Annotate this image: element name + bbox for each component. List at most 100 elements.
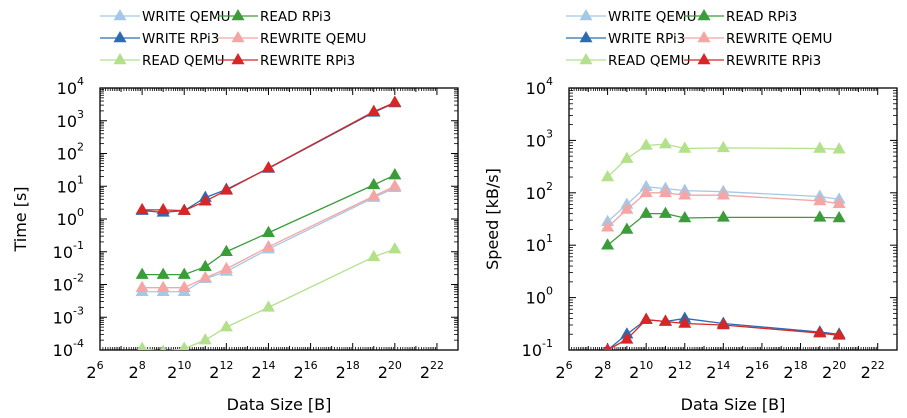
chart2-data-point: [832, 211, 846, 223]
chart1-data-point: [177, 267, 191, 279]
chart2-series-line: [607, 143, 840, 178]
chart1-series-area: [135, 95, 402, 350]
chart2-legend-marker: [697, 31, 711, 43]
chart2-y-tick-label: 101: [526, 232, 553, 255]
chart1-legend-label: WRITE QEMU: [142, 9, 230, 25]
chart1-legend-marker: [113, 9, 127, 21]
chart1-data-point: [160, 344, 167, 350]
chart2-series-line: [607, 213, 840, 246]
chart2-x-tick-label: 216: [745, 359, 769, 382]
chart2-data-point: [832, 328, 846, 340]
chart1-x-axis-label: Data Size [B]: [227, 395, 332, 414]
chart2-legend-marker: [579, 53, 593, 65]
chart2-x-tick-label: 220: [822, 359, 846, 382]
chart1-data-point: [219, 244, 233, 257]
chart2-data-point: [678, 141, 692, 153]
chart1-series-line: [142, 248, 396, 350]
chart2-legend-label: REWRITE QEMU: [726, 31, 832, 47]
chart1-data-point: [388, 95, 402, 107]
chart2-data-point: [601, 238, 615, 250]
chart1-legend-label: READ RPi3: [260, 9, 331, 25]
chart1-data-point: [177, 280, 191, 292]
chart1-data-point: [156, 267, 170, 279]
chart1-data-point: [198, 333, 212, 345]
chart1-data-point: [367, 249, 381, 262]
chart2-data-point: [620, 202, 634, 214]
chart2-legend-marker: [697, 9, 711, 21]
chart2-data-point: [601, 170, 615, 182]
chart1-data-point: [219, 320, 233, 332]
chart1-panel: 26 28 210 212 214 216 218 220 222 10-4 10-3 10-2 10-…: [11, 9, 459, 414]
chart1-data-point: [135, 280, 149, 292]
chart1-data-point: [367, 177, 381, 190]
chart1-data-point: [219, 183, 233, 195]
chart1-legend-label: READ QEMU: [142, 53, 225, 69]
chart2-x-axis-label: Data Size [B]: [681, 395, 786, 414]
chart2-data-point: [678, 316, 692, 328]
chart1-x-tick-label: 28: [129, 359, 146, 382]
chart1-data-point: [177, 203, 191, 215]
chart2-x-tick-label: 28: [594, 359, 611, 382]
chart1-data-point: [261, 239, 275, 252]
chart2-data-point: [620, 332, 634, 344]
chart1-y-tick-label: 10-2: [53, 272, 84, 295]
chart2-data-point: [716, 318, 730, 330]
chart2-legend-label: WRITE QEMU: [608, 9, 696, 25]
chart2-series-line: [607, 192, 840, 228]
chart1-y-tick-label: 101: [57, 173, 84, 196]
chart1-data-point: [261, 161, 275, 173]
chart1-x-tick-label: 26: [86, 359, 103, 382]
chart1-data-point: [156, 202, 170, 215]
chart1-legend-marker: [113, 53, 127, 65]
chart1-x-tick-label: 222: [420, 359, 444, 382]
chart1-legend-marker: [231, 53, 245, 65]
chart2-data-point: [813, 326, 827, 338]
chart1-x-tick-label: 212: [209, 359, 233, 382]
chart1-data-point: [367, 189, 381, 201]
chart2-data-point: [603, 343, 612, 350]
chart2-data-point: [639, 312, 653, 324]
chart1-y-tick-label: 103: [57, 108, 84, 131]
chart2-data-point: [658, 137, 672, 149]
chart1-data-point: [156, 280, 170, 292]
chart2-data-point: [658, 185, 672, 198]
chart2-panel: 26 28 210 212 214 216 218 220 222 10-1 100 101 102 10…: [483, 9, 898, 414]
chart2-legend-label: READ QEMU: [608, 53, 691, 69]
chart1-data-point: [388, 179, 402, 191]
chart1-data-point: [198, 259, 212, 271]
chart2-data-point: [813, 193, 827, 206]
chart2-data-point: [716, 140, 730, 153]
chart1-legend-marker: [231, 31, 245, 43]
chart2-data-point: [716, 188, 730, 200]
chart2-data-point: [813, 141, 827, 153]
chart2-x-tick-label: 212: [668, 359, 692, 382]
chart2-legend-label: WRITE RPi3: [608, 31, 685, 47]
chart1-series-line: [142, 101, 396, 212]
chart1-legend: WRITE QEMU READ RPi3 WRITE RPi3 REWRITE QEM…: [100, 9, 366, 69]
chart1-y-tick-label: 10-1: [53, 239, 84, 262]
chart2-x-tick-label: 210: [629, 359, 653, 382]
chart1-y-tick-label: 104: [57, 75, 84, 98]
chart2-data-point: [813, 210, 827, 222]
chart1-data-point: [198, 194, 212, 206]
chart2-y-tick-label: 104: [526, 75, 553, 98]
chart2-legend-marker: [579, 31, 593, 43]
chart2-y-axis-label: Speed [kB/s]: [483, 168, 502, 270]
chart1-data-point: [367, 104, 381, 116]
chart2-series-area: [601, 137, 846, 350]
chart2-y-tick-label: 103: [526, 127, 553, 150]
chart2-data-point: [639, 206, 653, 218]
chart1-x-tick-label: 210: [167, 359, 191, 382]
chart1-data-point: [198, 270, 212, 283]
chart1-y-tick-label: 10-4: [53, 337, 84, 360]
chart1-data-point: [179, 341, 190, 350]
chart1-x-tick-label: 218: [336, 359, 360, 382]
chart2-data-point: [832, 142, 846, 154]
chart1-x-tick-label: 216: [293, 359, 317, 382]
chart1-data-point: [261, 225, 275, 238]
chart1-data-point: [261, 300, 275, 312]
chart2-x-tick-label: 26: [555, 359, 572, 382]
chart2-data-point: [639, 185, 653, 198]
chart1-legend-label: WRITE RPi3: [142, 31, 219, 47]
